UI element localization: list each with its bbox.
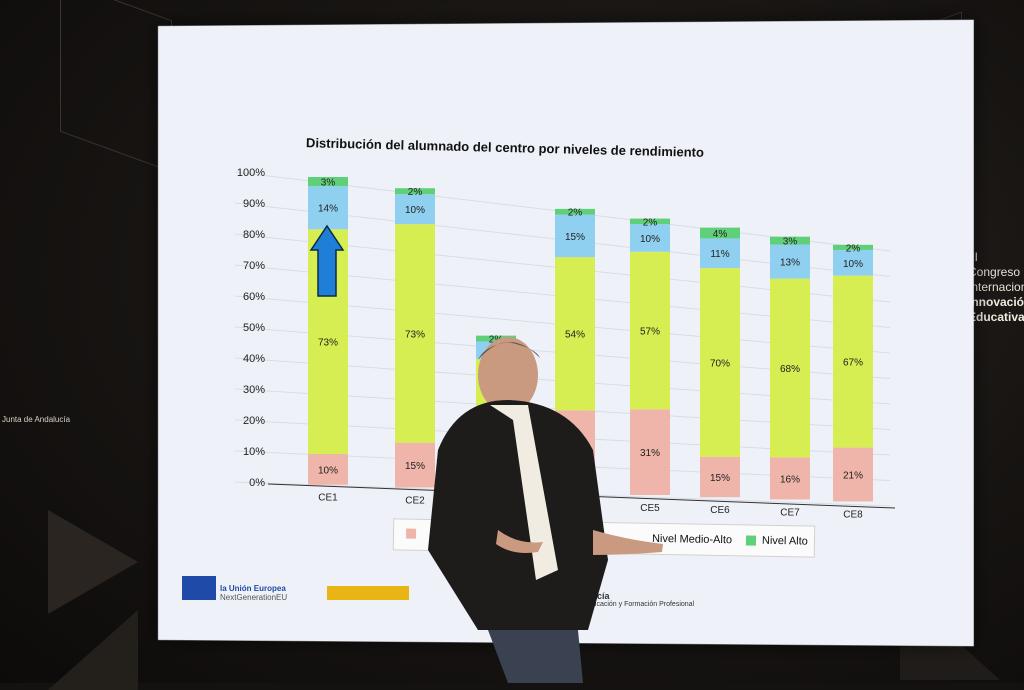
data-label: 2% — [846, 243, 861, 254]
data-label: 2% — [643, 217, 658, 228]
eu-label: la Unión Europea NextGenerationEU — [220, 584, 287, 602]
y-tick-label: 70% — [243, 260, 265, 272]
y-tick-label: 50% — [243, 322, 265, 334]
data-label: 10% — [405, 205, 425, 216]
x-tick-label: CE7 — [780, 507, 800, 518]
data-label: 21% — [843, 471, 863, 482]
data-label: 10% — [640, 234, 660, 245]
data-label: 14% — [318, 204, 338, 215]
presenter — [418, 330, 668, 683]
data-label: 73% — [318, 338, 338, 349]
data-label: 15% — [710, 473, 730, 484]
data-label: 15% — [565, 232, 585, 243]
x-tick-label: CE6 — [710, 505, 730, 516]
data-label: 16% — [780, 474, 800, 485]
y-tick-label: 20% — [243, 415, 265, 427]
legend-item: Nivel Alto — [746, 534, 808, 547]
data-label: 3% — [321, 178, 336, 189]
y-tick-label: 60% — [243, 291, 265, 303]
eu-label-main: la Unión Europea — [220, 584, 287, 593]
eu-label-sub: NextGenerationEU — [220, 593, 287, 602]
eu-flag-logo — [182, 576, 216, 600]
legend-swatch — [406, 529, 416, 539]
y-tick-label: 40% — [243, 353, 265, 365]
data-label: 10% — [843, 259, 863, 270]
y-tick-label: 100% — [237, 167, 265, 179]
legend-label: Nivel Alto — [762, 535, 808, 548]
data-label: 67% — [843, 358, 863, 369]
y-tick-label: 90% — [243, 198, 265, 210]
data-label: 68% — [780, 364, 800, 375]
y-tick-label: 30% — [243, 384, 265, 396]
data-label: 3% — [783, 237, 798, 248]
data-label: 10% — [318, 465, 338, 476]
y-tick-label: 10% — [243, 446, 265, 458]
data-label: 2% — [408, 187, 423, 198]
legend-swatch — [746, 535, 756, 545]
government-logo — [327, 586, 409, 600]
y-tick-label: 0% — [249, 477, 265, 489]
x-tick-label: CE8 — [843, 509, 863, 520]
data-label: 13% — [780, 258, 800, 269]
data-label: 4% — [713, 229, 728, 240]
y-tick-label: 80% — [243, 229, 265, 241]
data-label: 70% — [710, 358, 730, 369]
x-tick-label: CE1 — [318, 493, 338, 504]
data-label: 11% — [710, 249, 729, 260]
data-label: 2% — [568, 208, 583, 219]
